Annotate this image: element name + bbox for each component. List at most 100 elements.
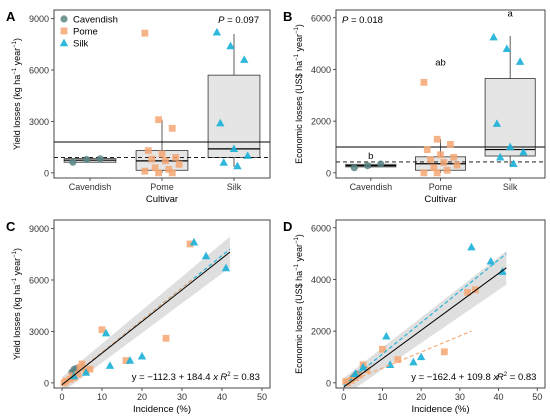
data-point-pome (342, 378, 350, 385)
data-point-silk (216, 118, 225, 127)
data-point-silk (492, 119, 502, 127)
legend-marker-pome (60, 27, 68, 35)
data-point-silk (137, 351, 147, 360)
data-point-pome (440, 159, 448, 166)
x-tick-label: Pome (150, 182, 174, 192)
data-point-pome (433, 169, 441, 177)
data-point-silk (489, 32, 498, 41)
data-point-silk (505, 142, 515, 151)
legend-marker-silk (59, 38, 69, 47)
y-tick-label: 4000 (311, 275, 331, 285)
regression-line (61, 251, 231, 386)
y-tick-label: 6000 (311, 13, 331, 23)
y-tick-label: 6000 (29, 276, 49, 286)
plot-area (54, 27, 270, 177)
data-point-silk (226, 41, 235, 50)
data-point-pome (420, 169, 428, 177)
panel-b: B 0 2000 4000 6000 Economic losses (US$ ha−1 … (283, 8, 546, 205)
data-point-pome (420, 78, 428, 86)
data-point-pome (98, 326, 106, 334)
data-point-pome (453, 161, 461, 169)
y-tick-label: 6000 (311, 223, 331, 233)
x-tick-label: Cavendish (69, 182, 112, 192)
data-point-silk (519, 147, 528, 156)
box-body (207, 74, 261, 158)
p-value-annotation: P = 0.097 (218, 15, 259, 26)
data-point-pome (175, 160, 183, 168)
p-value-annotation: P = 0.018 (342, 15, 383, 26)
data-point-pome (162, 157, 169, 165)
x-tick-label: 10 (97, 392, 107, 402)
y-axis-label: Economic losses (US$ ha−1 year−1) (294, 24, 304, 164)
significance-letter: ab (435, 58, 446, 69)
series-fit-pome (343, 330, 472, 385)
y-tick-label: 0 (326, 168, 331, 178)
y-axis-label: Economic losses (US$ ha−1 year−1) (294, 234, 304, 374)
legend-label: Pome (73, 27, 98, 38)
plot-area (342, 242, 507, 388)
data-point-silk (496, 152, 505, 161)
data-point-cavendish (377, 160, 385, 168)
data-point-pome (447, 141, 454, 148)
data-point-silk (105, 361, 115, 369)
data-point-silk (382, 331, 391, 340)
data-point-pome (168, 124, 176, 132)
x-tick-label: 20 (137, 392, 147, 402)
panel-frame (335, 219, 546, 389)
data-point-silk (189, 237, 199, 246)
data-point-pome (141, 29, 149, 37)
data-point-silk (240, 55, 249, 63)
data-point-pome (394, 356, 402, 363)
data-point-pome (464, 288, 471, 296)
data-point-pome (155, 169, 162, 177)
legend-marker-cavendish (60, 15, 68, 23)
x-tick-label: 50 (257, 392, 267, 402)
data-point-pome (144, 147, 152, 154)
x-tick-label: 30 (177, 392, 187, 402)
data-point-pome (351, 374, 359, 382)
r-squared: R2 = 0.83 (497, 372, 537, 383)
y-tick-label: 9000 (29, 224, 49, 234)
data-point-silk (201, 251, 211, 260)
data-point-silk (515, 57, 525, 65)
data-point-pome (186, 240, 194, 248)
panel-frame (335, 9, 546, 179)
data-point-pome (430, 164, 438, 172)
data-point-cavendish (69, 158, 77, 166)
data-point-silk (101, 328, 111, 337)
data-point-pome (443, 166, 451, 174)
y-tick-label: 0 (44, 168, 49, 178)
y-tick-label: 3000 (29, 117, 49, 127)
panel-letter: A (6, 9, 16, 24)
x-axis-label: Incidence (%) (411, 404, 469, 414)
x-axis-label: Incidence (%) (133, 404, 191, 414)
data-point-pome (76, 364, 84, 371)
data-point-pome (423, 146, 431, 153)
y-tick-label: 9000 (29, 14, 49, 24)
panel-a: A 0 3000 6000 9000 Yield losses (kg ha−1 year… (6, 9, 271, 205)
data-point-silk (509, 159, 518, 167)
data-point-pome (151, 164, 159, 172)
significance-letter: b (368, 151, 373, 162)
y-axis-label: Yield losses (kg ha−1 year−1) (12, 248, 22, 360)
data-point-pome (471, 286, 479, 294)
regression-line (343, 267, 507, 388)
data-point-silk (243, 151, 252, 159)
data-point-pome (158, 150, 166, 158)
x-axis-label: Cultivar (146, 194, 178, 205)
x-tick-label: Silk (503, 182, 518, 192)
data-point-pome (86, 365, 94, 373)
data-point-silk (219, 158, 228, 166)
data-point-cavendish (96, 155, 104, 163)
data-point-cavendish (82, 155, 91, 164)
data-point-silk (486, 256, 496, 265)
x-tick-label: Cavendish (350, 182, 393, 192)
x-tick-label: 30 (455, 392, 465, 402)
panel-d: D 0 2000 4000 6000 Economic losses (US$ ha−1 … (283, 219, 546, 415)
data-point-pome (148, 155, 156, 163)
panel-letter: D (283, 219, 292, 234)
data-point-cavendish (363, 161, 372, 170)
data-point-pome (379, 345, 386, 353)
